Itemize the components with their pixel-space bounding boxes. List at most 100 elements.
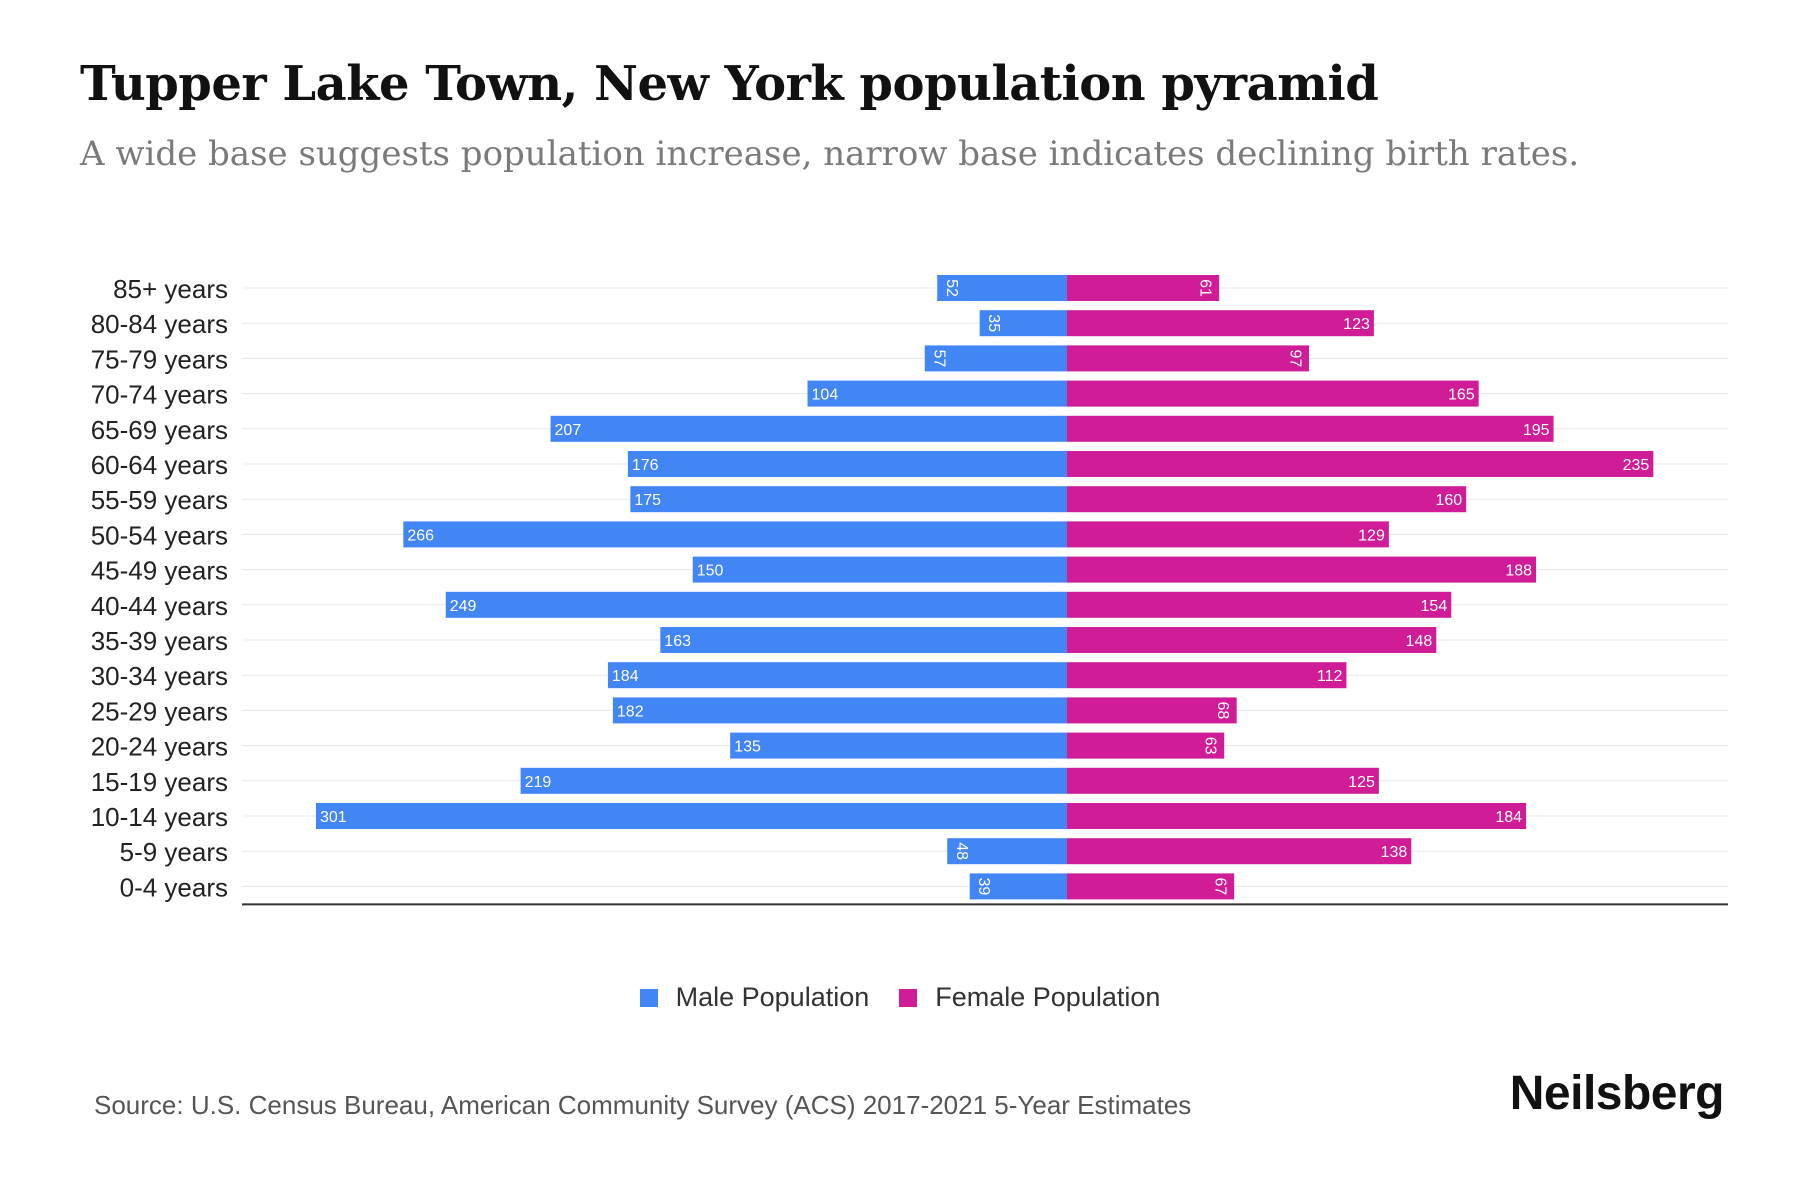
male-value-label: 163: [664, 633, 691, 650]
female-bar: [1067, 838, 1412, 865]
male-bar: [692, 556, 1067, 583]
male-value-label: 176: [632, 457, 659, 474]
male-bar: [730, 732, 1067, 759]
category-label: 75-79 years: [91, 344, 228, 374]
population-pyramid-chart: 52 61 35 123 57 97 104 165 207 195 176 235 175 160 266…: [91, 274, 1728, 906]
male-value-label: 182: [617, 703, 644, 720]
male-value-label: 207: [555, 422, 582, 439]
female-bar: [1067, 275, 1220, 301]
male-bar: [630, 486, 1067, 513]
female-value-label: 68: [1214, 702, 1231, 720]
category-label: 50-54 years: [91, 520, 228, 550]
category-label: 10-14 years: [91, 802, 228, 832]
category-label: 5-9 years: [120, 837, 228, 867]
female-bar: [1067, 345, 1310, 372]
category-label: 25-29 years: [91, 696, 228, 726]
male-value-label: 48: [953, 842, 970, 860]
category-label: 70-74 years: [91, 380, 228, 410]
male-value-label: 266: [407, 527, 434, 544]
category-label: 55-59 years: [91, 485, 228, 515]
male-value-label: 104: [812, 387, 839, 404]
male-value-label: 52: [943, 279, 960, 297]
male-bar: [445, 591, 1068, 618]
male-value-label: 301: [320, 809, 347, 826]
female-bar: [1067, 697, 1237, 724]
category-label: 15-19 years: [91, 767, 228, 797]
female-value-label: 125: [1348, 774, 1375, 791]
brand-logo: Neilsberg: [1509, 1067, 1725, 1120]
category-label: 40-44 years: [91, 591, 228, 621]
female-bar: [1067, 521, 1389, 548]
female-value-label: 138: [1381, 844, 1408, 861]
female-bar: [1067, 451, 1654, 477]
legend-item-female: Female Population: [899, 982, 1160, 1013]
chart-subtitle: A wide base suggests population increase…: [80, 134, 1580, 174]
category-label: 80-84 years: [91, 309, 228, 339]
male-legend-label: Male Population: [675, 982, 870, 1012]
male-bar: [924, 345, 1067, 372]
female-bar: [1067, 627, 1437, 653]
male-bar: [607, 662, 1067, 689]
female-value-label: 97: [1287, 350, 1304, 368]
chart-title: Tupper Lake Town, New York population py…: [80, 56, 1379, 112]
category-label: 85+ years: [113, 274, 228, 304]
female-value-label: 63: [1202, 737, 1219, 755]
male-bar: [612, 697, 1067, 724]
female-bar: [1067, 556, 1537, 583]
female-value-label: 165: [1448, 387, 1475, 404]
female-value-label: 160: [1435, 492, 1462, 509]
female-bar: [1067, 662, 1347, 689]
female-bar: [1067, 767, 1379, 794]
male-bar: [550, 415, 1067, 442]
male-value-label: 249: [450, 598, 477, 615]
category-label: 65-69 years: [91, 415, 228, 445]
male-value-label: 57: [930, 350, 947, 368]
female-bar: [1067, 486, 1467, 513]
legend-item-male: Male Population: [639, 982, 870, 1013]
category-label: 0-4 years: [120, 872, 228, 902]
female-bar: [1067, 803, 1527, 829]
male-value-label: 184: [612, 668, 639, 685]
female-value-label: 112: [1317, 668, 1343, 685]
male-value-label: 150: [697, 563, 724, 580]
female-bar: [1067, 873, 1235, 900]
female-legend-label: Female Population: [935, 982, 1161, 1012]
male-value-label: 35: [985, 314, 1002, 332]
male-bar: [627, 451, 1067, 477]
category-label: 35-39 years: [91, 626, 228, 656]
female-value-label: 184: [1495, 809, 1522, 826]
female-bar: [1067, 415, 1554, 442]
category-label: 45-49 years: [91, 556, 228, 586]
female-bar: [1067, 380, 1479, 407]
female-value-label: 154: [1421, 598, 1448, 615]
male-legend-swatch: [639, 988, 658, 1007]
male-bar: [969, 873, 1067, 900]
male-value-label: 135: [734, 739, 761, 756]
female-bar: [1067, 591, 1452, 618]
male-value-label: 219: [525, 774, 552, 791]
male-value-label: 39: [975, 878, 992, 896]
female-value-label: 129: [1358, 527, 1385, 544]
source-note: Source: U.S. Census Bureau, American Com…: [94, 1090, 1192, 1120]
male-value-label: 175: [634, 492, 661, 509]
category-label: 60-64 years: [91, 450, 228, 480]
male-bar: [947, 838, 1067, 865]
legend: Male Population Female Population: [0, 982, 1800, 1013]
female-value-label: 148: [1406, 633, 1433, 650]
female-value-label: 195: [1523, 422, 1550, 439]
category-label: 30-34 years: [91, 661, 228, 691]
category-labels: 85+ years 80-84 years 75-79 years 70-74 yea…: [91, 274, 228, 902]
female-value-label: 61: [1197, 279, 1214, 297]
female-value-label: 67: [1212, 878, 1229, 896]
male-bar: [979, 310, 1067, 337]
female-legend-swatch: [899, 988, 918, 1007]
male-bar: [937, 275, 1067, 301]
female-value-label: 235: [1623, 457, 1650, 474]
female-bar: [1067, 732, 1225, 759]
male-bar: [520, 767, 1067, 794]
male-bar: [660, 627, 1067, 653]
category-label: 20-24 years: [91, 732, 228, 762]
female-value-label: 188: [1505, 563, 1532, 580]
bars: 52 61 35 123 57 97 104 165 207 195 176 235 175 160 266…: [316, 275, 1654, 900]
female-value-label: 123: [1343, 316, 1370, 333]
